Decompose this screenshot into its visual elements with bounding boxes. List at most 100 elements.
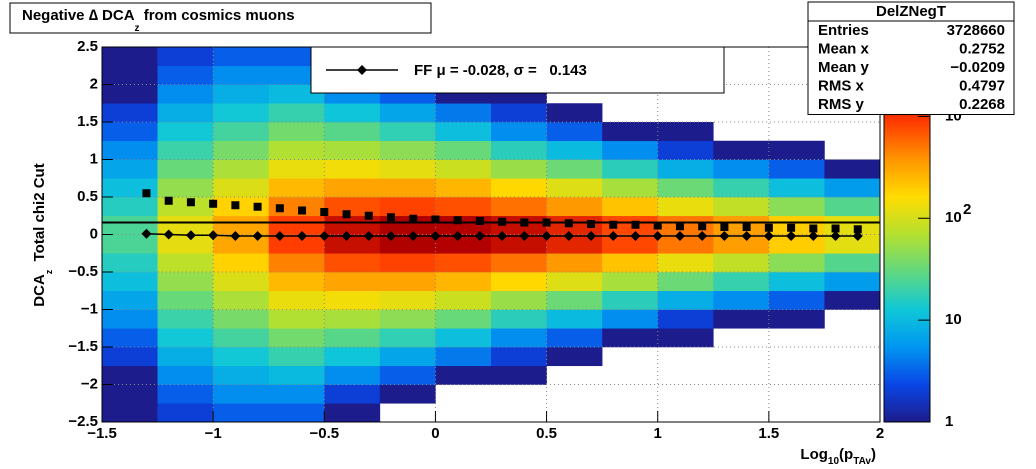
marker-diamond	[808, 231, 819, 241]
marker-square	[853, 225, 862, 234]
heatmap-cell	[435, 290, 492, 310]
heatmap-cell	[657, 290, 714, 310]
heatmap-cell	[213, 272, 270, 292]
heatmap-cell	[602, 140, 659, 160]
stats-key: Entries	[818, 22, 869, 39]
heatmap-cell	[213, 234, 270, 254]
heatmap-cell	[268, 309, 325, 329]
y-tick-label: 1	[90, 150, 98, 167]
heatmap-cell	[546, 197, 603, 217]
heatmap-cell	[157, 65, 214, 85]
heatmap-cell	[102, 122, 158, 142]
marker-diamond	[185, 230, 196, 241]
heatmap-cell	[324, 215, 381, 235]
heatmap-cell	[268, 215, 325, 235]
marker-square	[698, 222, 707, 231]
heatmap-cell	[102, 290, 158, 310]
marker-diamond	[630, 231, 641, 241]
marker-square	[342, 210, 351, 219]
y-tick-label: 1.5	[77, 113, 98, 130]
heatmap-cell	[491, 234, 547, 254]
heatmap-cell	[491, 290, 547, 310]
heatmap-cell	[435, 365, 492, 385]
heatmap-cell	[102, 328, 158, 348]
chart-title: Negative ∆ DCAz from cosmics muons	[22, 7, 295, 34]
marker-diamond	[408, 231, 419, 241]
heatmap-cell	[157, 272, 214, 292]
y-tick-label: 0	[90, 225, 98, 242]
heatmap-cell	[213, 403, 270, 423]
stats-value: 3728660	[947, 22, 1005, 39]
x-tick-label: 2	[876, 425, 884, 442]
y-tick-label: −1.5	[68, 338, 98, 355]
heatmap-cell	[768, 309, 825, 329]
heatmap-cell	[768, 290, 825, 310]
heatmap-cell	[268, 384, 325, 404]
heatmap-cell	[157, 403, 214, 423]
heatmap-cell	[824, 253, 881, 273]
z-tick-exponent: 2	[963, 201, 971, 218]
marker-diamond	[297, 231, 308, 241]
heatmap-cell	[379, 365, 436, 385]
marker-diamond	[741, 231, 752, 241]
heatmap-cell	[102, 234, 158, 254]
heatmap-cell	[546, 347, 603, 367]
heatmap-cell	[157, 103, 214, 123]
marker-square	[564, 219, 573, 228]
stats-title: DelZNegT	[876, 3, 946, 20]
marker-diamond	[497, 231, 508, 241]
heatmap-cell	[491, 178, 547, 198]
heatmap-cell	[324, 347, 381, 367]
heatmap-cell	[379, 290, 436, 310]
stats-key: Mean x	[818, 40, 870, 57]
marker-square	[142, 189, 151, 198]
y-axis-label: DCAz Total chi2 Cut	[31, 163, 54, 306]
heatmap-cell	[102, 159, 158, 179]
heatmap-cell	[213, 365, 270, 385]
heatmap-cell	[324, 328, 381, 348]
y-tick-label: −2.5	[68, 413, 98, 430]
heatmap-cell	[324, 253, 381, 273]
heatmap-cell	[213, 197, 270, 217]
heatmap-cell	[602, 234, 659, 254]
x-tick-label: 1.5	[758, 425, 779, 442]
heatmap-cell	[213, 215, 270, 235]
heatmap-cell	[157, 215, 214, 235]
x-axis-label: Log10(pTAv)	[800, 446, 876, 467]
x-tick-label: 0.5	[536, 425, 557, 442]
marker-diamond	[208, 230, 219, 241]
stats-key: RMS x	[818, 77, 865, 94]
heatmap-cell	[546, 309, 603, 329]
heatmap-cell	[546, 234, 603, 254]
marker-diamond	[852, 231, 863, 241]
marker-diamond	[341, 231, 352, 241]
heatmap-cell	[379, 140, 436, 160]
title-sub: z	[135, 23, 140, 34]
heatmap-cell	[602, 328, 659, 348]
heatmap-cell	[546, 122, 603, 142]
heatmap-cell	[268, 159, 325, 179]
heatmap-cell	[824, 272, 881, 292]
heatmap-cell	[102, 272, 158, 292]
heatmap-cell	[379, 272, 436, 292]
marker-square	[653, 221, 662, 230]
heatmap-cell	[491, 347, 547, 367]
heatmap-cell	[657, 309, 714, 329]
heatmap-cell	[157, 365, 214, 385]
heatmap-cell	[157, 290, 214, 310]
heatmap-cell	[213, 347, 270, 367]
heatmap-cell	[435, 197, 492, 217]
stats-key: Mean y	[818, 59, 870, 76]
heatmap-cell	[379, 347, 436, 367]
marker-square	[809, 224, 818, 233]
marker-diamond	[252, 231, 263, 241]
xlabel-text: )	[871, 446, 876, 463]
heatmap-cell	[379, 197, 436, 217]
heatmap-cell	[213, 384, 270, 404]
marker-square	[209, 199, 218, 208]
marker-square	[320, 208, 329, 216]
heatmap-cell	[768, 197, 825, 217]
heatmap-cell	[491, 159, 547, 179]
y-tick-label: −1	[81, 300, 98, 317]
heatmap-cell	[546, 159, 603, 179]
